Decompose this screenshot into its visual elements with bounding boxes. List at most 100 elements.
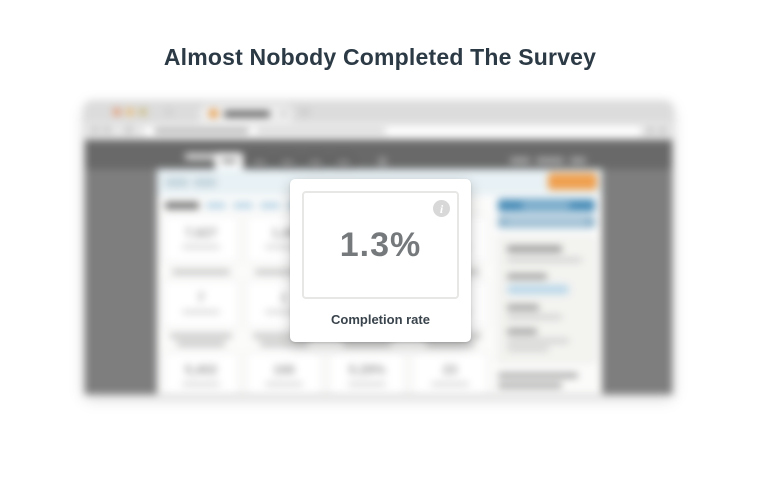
metric-caption-bar — [343, 342, 391, 346]
panel-heading-bar — [507, 246, 562, 252]
panel-text-bar — [507, 347, 549, 351]
traffic-light-zoom-icon — [139, 108, 147, 116]
metrics-filter-link-bar — [233, 203, 253, 208]
site-nav-tab — [304, 155, 327, 169]
sidebar-info-panel — [498, 237, 595, 363]
metric-caption-bar — [172, 270, 230, 274]
panel-text-bar — [498, 383, 562, 388]
metric-card: 5,402 — [163, 352, 239, 394]
metrics-title-bar — [165, 202, 199, 209]
site-nav-tab-label-bar — [252, 160, 267, 164]
metric-sublabel-bar — [265, 310, 303, 314]
metric-value: 5.29% — [348, 362, 386, 377]
panel-text-bar — [498, 373, 578, 378]
metric-cell: 166 — [246, 352, 322, 394]
url-field — [143, 125, 642, 138]
metric-value: 7 — [197, 290, 205, 305]
site-nav-tab-active — [215, 153, 243, 169]
site-header — [85, 140, 672, 169]
site-nav-tab — [332, 155, 355, 169]
tab-close-icon — [281, 111, 286, 116]
completion-rate-label: Completion rate — [331, 312, 430, 327]
site-nav-tab-label-bar — [280, 160, 295, 164]
browser-tab — [200, 105, 292, 122]
url-domain-bar — [154, 129, 249, 133]
completion-rate-callout-card: 1.3% i Completion rate — [290, 179, 471, 342]
sidebar-secondary-button — [498, 216, 595, 228]
tab-title-bar — [224, 111, 270, 117]
site-nav-tab-label-bar — [308, 160, 323, 164]
metric-card: 5.29% — [329, 352, 405, 394]
header-link-bar — [570, 158, 586, 163]
metric-sublabel-bar — [431, 382, 469, 386]
metric-card: 166 — [246, 352, 322, 394]
metric-cell: 7 — [163, 280, 239, 352]
site-logo — [185, 153, 223, 160]
panel-text-bar — [507, 274, 547, 279]
traffic-light-minimize-icon — [126, 108, 134, 116]
browser-address-bar — [85, 122, 672, 140]
metric-caption-bar — [170, 334, 232, 338]
favicon-icon — [209, 109, 218, 118]
traffic-light-close-icon — [113, 108, 121, 116]
metric-sublabel-bar — [182, 245, 220, 249]
new-tab-icon — [299, 108, 310, 116]
metric-value: 23 — [442, 362, 458, 377]
metric-highlight-panel: 1.3% i — [302, 191, 459, 299]
metric-card: 23 — [412, 352, 488, 394]
panel-link-pill — [507, 285, 569, 294]
metrics-filter-link-bar — [206, 203, 226, 208]
tab-overview-icon — [165, 108, 173, 116]
metrics-filter-link-bar — [260, 203, 280, 208]
site-nav-more-icon — [378, 157, 387, 166]
forward-icon — [103, 126, 111, 134]
bookmark-icon — [647, 127, 654, 134]
metric-value: 7,627 — [184, 225, 218, 240]
toolbar-pill — [165, 178, 189, 187]
metric-caption-bar — [426, 342, 474, 346]
metric-cell: 5,402 — [163, 352, 239, 394]
metric-caption-bar — [260, 342, 308, 346]
dashboard-sidebar — [498, 199, 595, 388]
site-nav-tab-label-bar — [336, 160, 351, 164]
browser-menu-icon — [659, 127, 666, 134]
panel-text-bar — [507, 339, 569, 343]
sidebar-button-label-bar — [522, 203, 570, 208]
primary-action-button — [548, 173, 597, 190]
back-icon — [91, 126, 99, 134]
site-nav-tab — [276, 155, 299, 169]
panel-text-bar — [507, 315, 562, 319]
metric-cell: 5.29% — [329, 352, 405, 394]
metric-sublabel-bar — [182, 310, 220, 314]
metric-caption-bar — [177, 342, 225, 346]
metric-card: 7 — [163, 280, 239, 328]
panel-text-bar — [507, 258, 582, 262]
refresh-icon — [125, 126, 133, 134]
metrics-heading-row — [165, 202, 307, 209]
metric-value: 1 — [280, 290, 288, 305]
header-link-bar — [510, 158, 530, 163]
sidebar-footer-text — [498, 373, 595, 388]
sidebar-primary-button — [498, 199, 595, 212]
toolbar-pill — [193, 178, 217, 187]
site-nav-tab — [248, 155, 271, 169]
metric-sublabel-bar — [182, 382, 220, 386]
sidebar-button-label-bar — [506, 220, 586, 224]
panel-text-bar — [507, 305, 539, 310]
metric-value: 166 — [273, 362, 295, 377]
metric-card: 7,627 — [163, 215, 239, 263]
metric-sublabel-bar — [348, 382, 386, 386]
metric-cell: 23 — [412, 352, 488, 394]
metric-caption-bar — [255, 270, 313, 274]
metric-sublabel-bar — [265, 382, 303, 386]
metric-caption-bar — [253, 334, 315, 338]
browser-tab-bar — [85, 102, 672, 122]
header-link-bar — [536, 158, 564, 163]
site-nav-tab-label-bar — [221, 159, 237, 163]
metric-value: 5,402 — [184, 362, 218, 377]
metric-sublabel-bar — [265, 245, 303, 249]
url-path-bar — [256, 129, 386, 133]
info-icon[interactable]: i — [433, 200, 450, 217]
page-title: Almost Nobody Completed The Survey — [163, 44, 597, 70]
